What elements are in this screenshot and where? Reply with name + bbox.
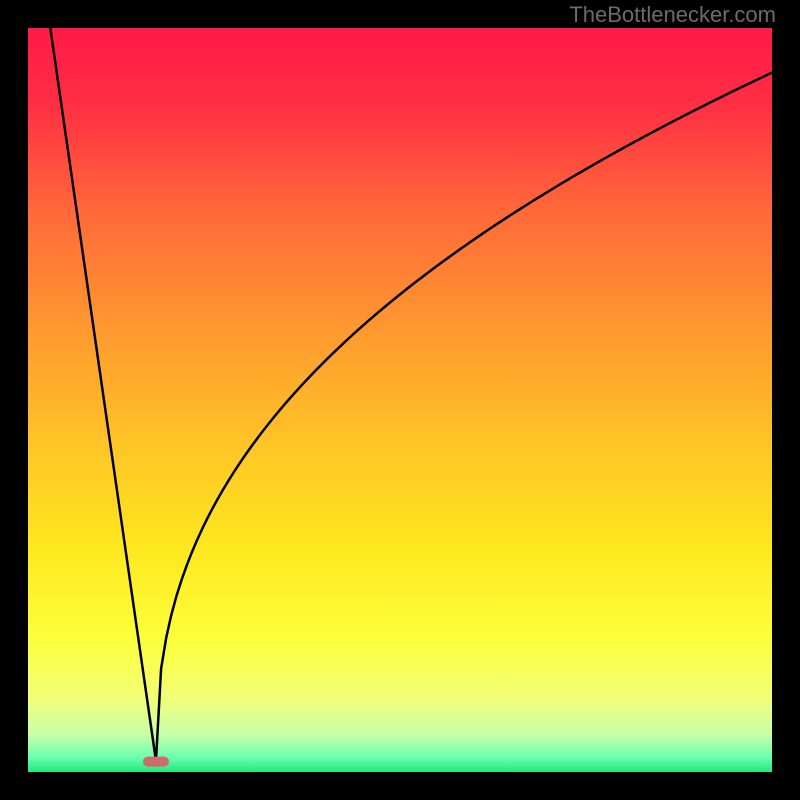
bottleneck-curve [28, 28, 772, 772]
curve-right-segment [156, 73, 772, 761]
optimal-marker [143, 757, 169, 767]
plot-frame [28, 28, 772, 772]
watermark-text: TheBottlenecker.com [569, 2, 776, 28]
curve-left-segment [50, 28, 156, 761]
